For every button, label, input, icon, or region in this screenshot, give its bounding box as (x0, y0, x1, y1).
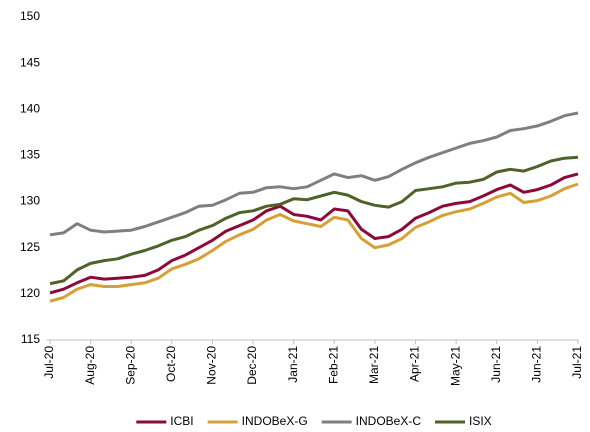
x-tick-label: Feb-21 (326, 346, 340, 384)
x-tick-label: Mar-21 (367, 346, 381, 384)
x-tick-label: May-21 (448, 346, 462, 386)
y-tick-label: 120 (20, 286, 40, 300)
y-tick-label: 135 (20, 148, 40, 162)
x-tick-label: Jul-20 (42, 346, 56, 379)
x-tick-label: Jul-21 (570, 346, 584, 379)
x-tick-label: Dec-20 (245, 346, 259, 385)
y-tick-label: 115 (21, 332, 40, 346)
x-tick-label: Nov-20 (205, 346, 219, 385)
y-tick-label: 130 (20, 194, 40, 208)
x-tick-label: Aug-20 (83, 346, 97, 385)
series-line (49, 155, 579, 286)
series-line (49, 182, 579, 303)
x-tick-label: Sep-20 (123, 346, 137, 385)
legend-label: INDOBeX-C (356, 414, 422, 428)
series-line (49, 172, 579, 295)
y-tick-label: 150 (20, 9, 40, 23)
x-tick-label: Oct-20 (164, 346, 178, 382)
y-tick-label: 125 (20, 240, 40, 254)
x-tick-label: Jan-21 (286, 346, 300, 383)
y-tick-label: 140 (20, 101, 40, 115)
x-tick-label: Jun-21 (530, 346, 544, 383)
legend: ICBI INDOBeX-G INDOBeX-C ISIX (136, 414, 492, 428)
x-tick-label: Apr-21 (408, 346, 422, 382)
legend-label: ISIX (469, 414, 492, 428)
x-tick-label: Jun-21 (489, 346, 503, 383)
legend-label: INDOBeX-G (242, 414, 308, 428)
series-line (49, 111, 579, 237)
legend-label: ICBI (170, 414, 193, 428)
y-tick-label: 145 (20, 55, 40, 69)
